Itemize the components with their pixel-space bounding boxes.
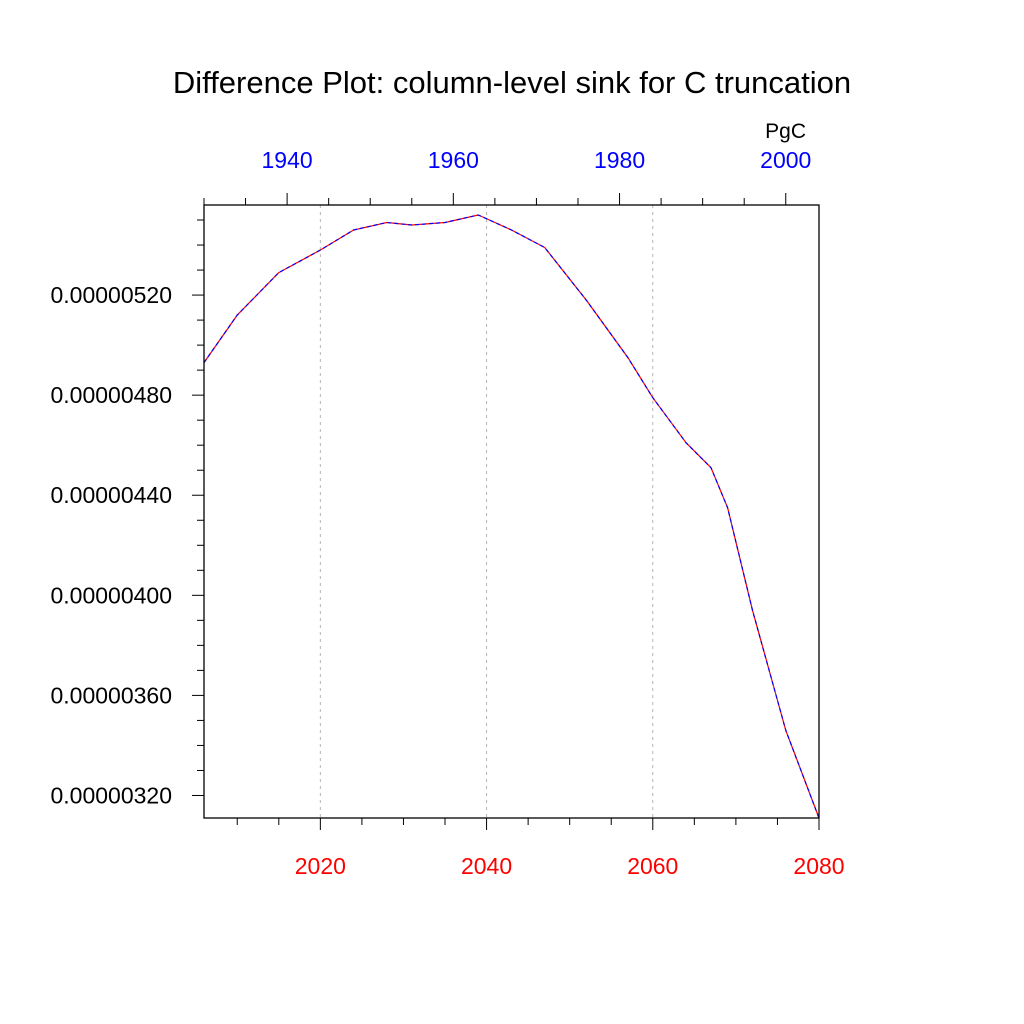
y-tick-label: 0.00000320	[50, 782, 172, 808]
y-tick-label: 0.00000400	[50, 582, 172, 608]
x-top-tick-label: 1940	[262, 147, 313, 173]
x-top-tick-label: 1960	[428, 147, 479, 173]
chart-title: Difference Plot: column-level sink for C…	[173, 65, 851, 100]
series-lines	[203, 214, 820, 819]
top-axis-unit-label: PgC	[765, 120, 806, 143]
x-bottom-tick-label: 2060	[627, 853, 678, 879]
tick-labels: 2020 2040 2060 2080 1940 1960 1980 2000 0.000003…	[50, 147, 844, 879]
y-tick-label: 0.00000360	[50, 682, 172, 708]
x-top-tick-label: 1980	[594, 147, 645, 173]
y-tick-label: 0.00000520	[50, 282, 172, 308]
plot-frame	[203, 204, 820, 819]
axes	[192, 193, 820, 830]
y-tick-label: 0.00000440	[50, 482, 172, 508]
y-tick-label: 0.00000480	[50, 382, 172, 408]
x-bottom-tick-label: 2040	[461, 853, 512, 879]
x-bottom-tick-label: 2080	[793, 853, 844, 879]
x-bottom-tick-label: 2020	[295, 853, 346, 879]
series-line-1	[203, 214, 820, 819]
x-top-tick-label: 2000	[760, 147, 811, 173]
series-line-2	[203, 214, 820, 819]
grid-lines	[319, 205, 654, 818]
